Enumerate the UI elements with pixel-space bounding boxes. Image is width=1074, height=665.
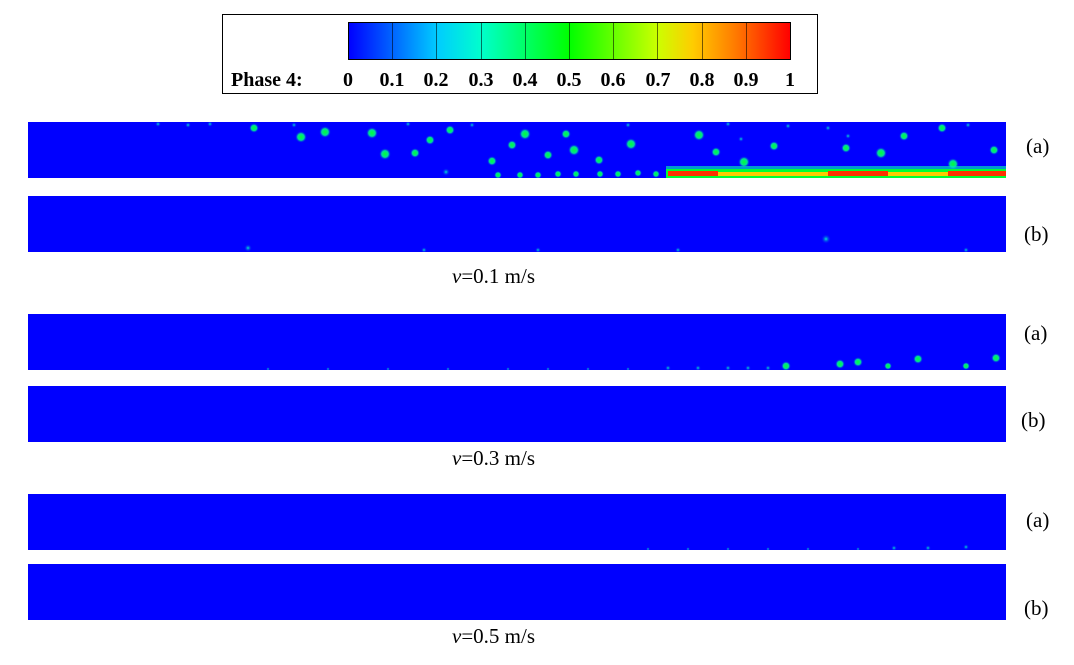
- panel-label-b: (b): [1021, 408, 1046, 432]
- tick-label: 0: [343, 69, 353, 91]
- contour-panel-v01-b: [28, 196, 1006, 252]
- tick-label: 0.7: [645, 69, 671, 91]
- velocity-symbol: v: [452, 264, 462, 288]
- velocity-symbol: v: [452, 624, 462, 648]
- velocity-value: =0.5 m/s: [461, 624, 536, 648]
- panel-label-a: (a): [1026, 134, 1050, 158]
- velocity-caption: v=0.3 m/s: [452, 446, 535, 471]
- velocity-caption: v=0.5 m/s: [452, 624, 535, 649]
- velocity-symbol: v: [452, 446, 462, 470]
- contour-panel-v03-a: [28, 314, 1006, 370]
- tick-label: 1: [785, 69, 795, 91]
- tick-label: 0.2: [423, 69, 449, 91]
- velocity-caption: v=0.1 m/s: [452, 264, 535, 289]
- colorbar: [348, 22, 791, 60]
- tick-label: 0.1: [379, 69, 405, 91]
- panel-label-b: (b): [1024, 222, 1049, 246]
- tick-label: 0.4: [512, 69, 538, 91]
- velocity-value: =0.1 m/s: [461, 264, 536, 288]
- contour-panel-v03-b: [28, 386, 1006, 442]
- particle-field: [155, 122, 1006, 178]
- tick-label: 0.8: [689, 69, 715, 91]
- panel-label-a: (a): [1024, 321, 1048, 345]
- tick-label: 0.3: [468, 69, 494, 91]
- contour-panel-v05-a: [28, 494, 1006, 550]
- particle-field: [266, 353, 1001, 370]
- legend-title: Phase 4:: [231, 69, 303, 91]
- tick-label: 0.9: [733, 69, 759, 91]
- contour-panel-v05-b: [28, 564, 1006, 620]
- panel-label-b: (b): [1024, 596, 1049, 620]
- velocity-value: =0.3 m/s: [461, 446, 536, 470]
- colorbar-legend: Phase 4: 0 0.1 0.2 0.3 0.4 0.5 0.6 0.7 0…: [222, 14, 818, 94]
- tick-label: 0.5: [556, 69, 582, 91]
- panel-label-a: (a): [1026, 508, 1050, 532]
- contour-panel-v01-a: [28, 122, 1006, 178]
- particle-field: [244, 234, 969, 252]
- tick-label: 0.6: [600, 69, 626, 91]
- particle-field: [646, 544, 969, 550]
